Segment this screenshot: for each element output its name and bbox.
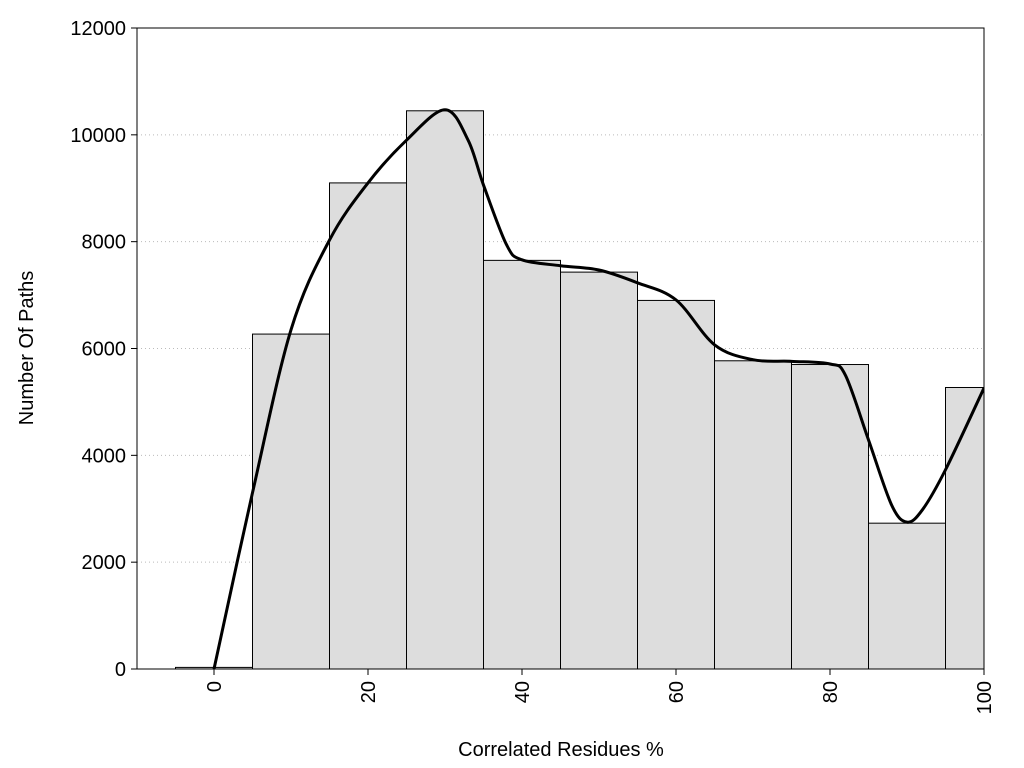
- x-tick-label: 0: [204, 681, 226, 692]
- x-tick-label: 100: [974, 681, 996, 714]
- plot: [175, 108, 984, 669]
- y-tick-label: 2000: [82, 552, 127, 574]
- bar: [560, 271, 638, 669]
- x-axis-label: Correlated Residues %: [458, 739, 664, 761]
- x-tick-label: 80: [820, 681, 842, 703]
- bar: [637, 299, 715, 669]
- curve: [212, 108, 984, 669]
- x-tick-label: 60: [666, 681, 688, 703]
- x-tick-label: 40: [512, 681, 534, 703]
- y-tick-label: 12000: [70, 18, 126, 40]
- bar: [406, 110, 484, 669]
- y-axis-label: Number Of Paths: [16, 271, 38, 426]
- y-tick-label: 10000: [70, 125, 126, 147]
- y-tick-label: 6000: [82, 339, 127, 361]
- y-tick-label: 0: [115, 659, 126, 681]
- x-tick-label: 20: [358, 681, 380, 703]
- bar: [945, 386, 984, 669]
- bar: [868, 522, 946, 669]
- bar: [791, 364, 869, 669]
- y-tick-label: 8000: [82, 232, 127, 254]
- bar: [252, 333, 330, 669]
- y-tick-label: 4000: [82, 445, 127, 467]
- bar: [714, 360, 792, 669]
- plot-frame: [136, 27, 985, 670]
- bar: [329, 182, 407, 669]
- bar: [483, 259, 561, 669]
